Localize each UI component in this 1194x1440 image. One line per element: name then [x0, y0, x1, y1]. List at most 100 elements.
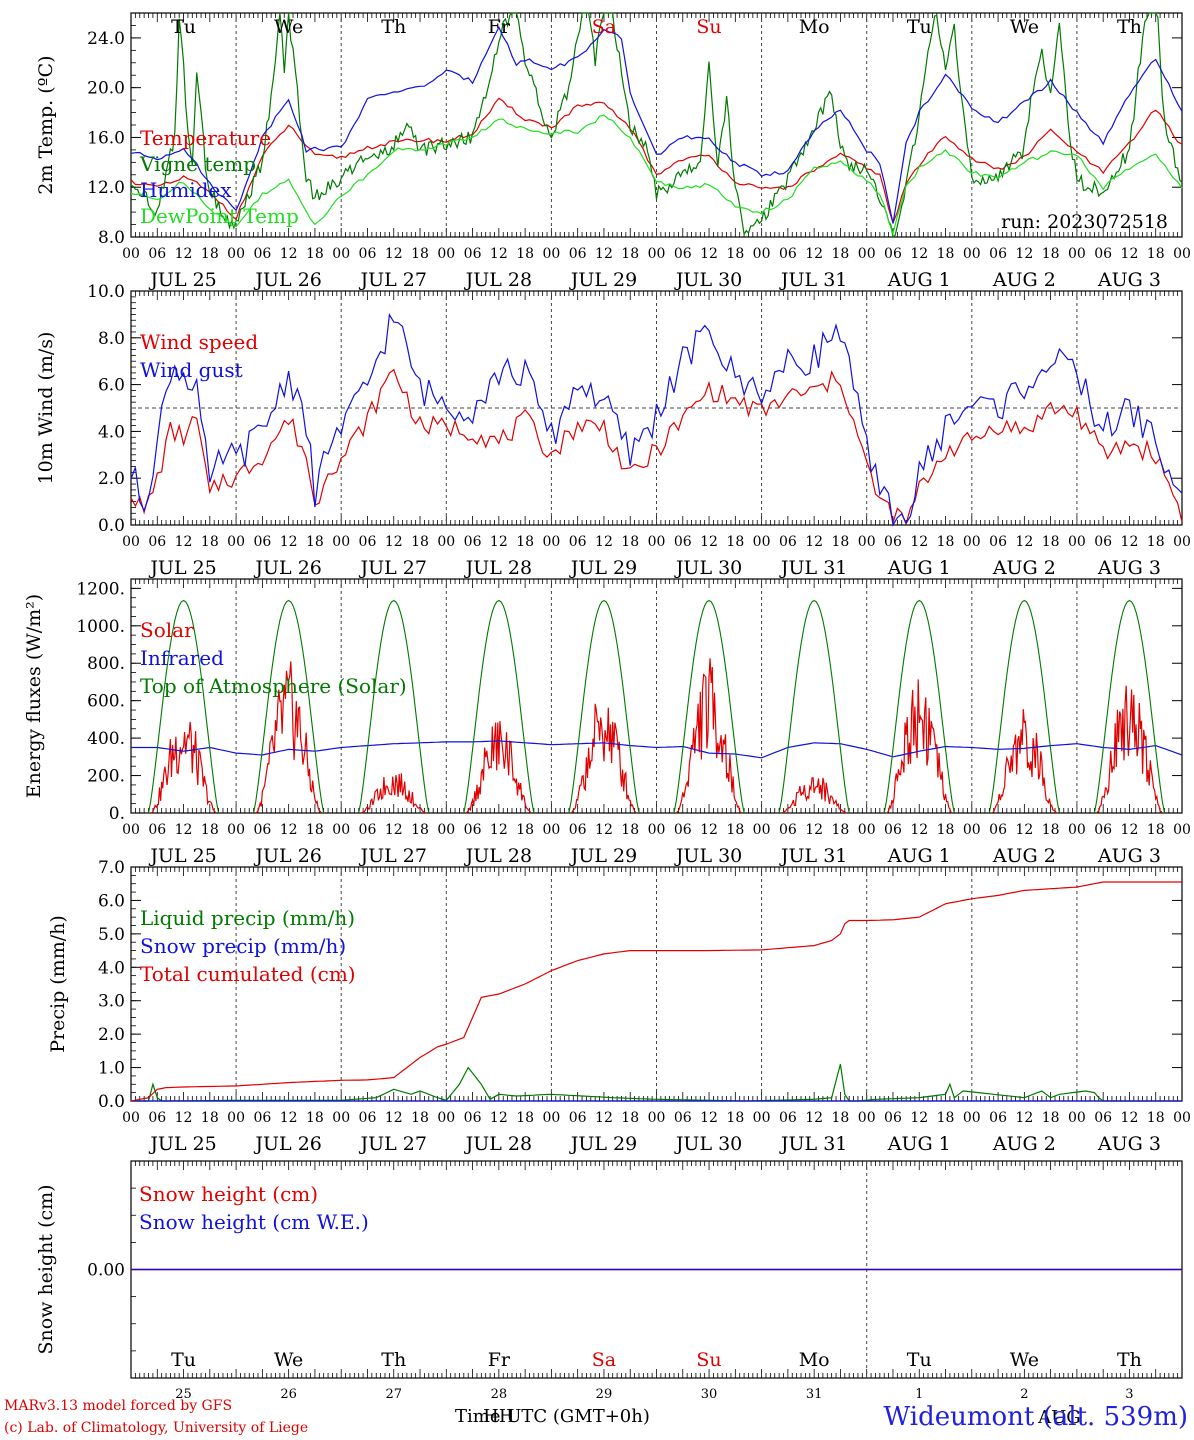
legend-entry: Wind speed	[140, 330, 258, 354]
weekday-label: Th	[1117, 1349, 1142, 1371]
panel-2	[130, 578, 1183, 814]
hour-tick-label: 00	[437, 822, 455, 838]
hour-tick-label: 00	[437, 1110, 455, 1126]
hour-tick-label: 12	[805, 534, 823, 550]
series-top-of-atmosphere-solar-	[568, 599, 640, 814]
date-label: JUL 28	[464, 845, 532, 867]
hour-tick-label: 00	[1068, 1110, 1086, 1126]
y-axis-label: Energy fluxes (W/m²)	[23, 594, 45, 798]
hour-tick-label: 00	[858, 822, 876, 838]
hour-tick-label: 00	[1173, 246, 1191, 262]
hour-tick-label: 06	[989, 534, 1007, 550]
y-tick-label: 8.0	[98, 329, 125, 349]
hour-tick-label: 18	[832, 1110, 850, 1126]
date-label: JUL 26	[253, 845, 321, 867]
series-top-of-atmosphere-solar-	[1093, 599, 1166, 814]
hour-tick-label: 00	[227, 246, 245, 262]
weekday-label: Tu	[171, 1349, 196, 1371]
day-number-label: 3	[1125, 1387, 1133, 1402]
hour-tick-label: 18	[726, 1110, 744, 1126]
date-label: JUL 26	[253, 269, 321, 291]
hour-tick-label: 12	[1015, 822, 1033, 838]
hour-tick-label: 18	[516, 246, 534, 262]
hour-tick-label: 06	[884, 246, 902, 262]
date-label: AUG 2	[992, 845, 1056, 867]
hour-tick-label: 06	[148, 534, 166, 550]
hour-tick-label: 12	[280, 246, 298, 262]
hour-tick-label: 18	[411, 534, 429, 550]
hour-tick-label: 00	[332, 822, 350, 838]
hour-tick-label: 00	[332, 534, 350, 550]
series-temperature	[130, 97, 1183, 225]
legend-entry: Snow height (cm W.E.)	[139, 1210, 369, 1234]
date-label: JUL 25	[148, 845, 216, 867]
hour-tick-label: 00	[332, 246, 350, 262]
hour-tick-label: 06	[253, 1110, 271, 1126]
hour-tick-label: 18	[201, 1110, 219, 1126]
hour-tick-label: 18	[1147, 1110, 1165, 1126]
series-solar	[150, 721, 217, 814]
hour-tick-label: 06	[253, 246, 271, 262]
hour-tick-label: 12	[280, 1110, 298, 1126]
panel-3	[130, 866, 1183, 1102]
hour-tick-label: 18	[1042, 1110, 1060, 1126]
y-tick-label: 400.	[87, 729, 125, 749]
hour-tick-label: 12	[1121, 822, 1139, 838]
hour-tick-label: 12	[1015, 246, 1033, 262]
hour-tick-label: 00	[963, 1110, 981, 1126]
hour-tick-label: 18	[201, 246, 219, 262]
date-label: AUG 1	[887, 269, 951, 291]
hour-tick-label: 00	[227, 822, 245, 838]
series-top-of-atmosphere-solar-	[147, 599, 220, 814]
y-tick-label: 4.0	[98, 422, 125, 442]
hour-tick-label: 18	[1042, 822, 1060, 838]
weekday-label: Tu	[171, 16, 196, 38]
series-wind-speed	[130, 368, 1183, 526]
series-solar	[1096, 685, 1163, 814]
hour-tick-label: 12	[910, 1110, 928, 1126]
hour-tick-label: 18	[306, 822, 324, 838]
y-tick-label: 2.0	[98, 469, 125, 489]
hour-tick-label: 12	[805, 1110, 823, 1126]
station-name: Wideumont (alt. 539m)	[883, 1402, 1188, 1432]
hour-tick-label: 00	[227, 1110, 245, 1126]
hour-tick-label: 06	[1094, 534, 1112, 550]
date-label: AUG 3	[1097, 269, 1161, 291]
weekday-label: Tu	[907, 16, 932, 38]
day-number-label: 27	[385, 1387, 402, 1402]
legend-entry: Humidex	[140, 178, 232, 202]
hour-tick-label: 18	[937, 246, 955, 262]
hour-tick-label: 00	[1068, 534, 1086, 550]
hour-tick-label: 18	[726, 246, 744, 262]
hour-tick-label: 06	[674, 1110, 692, 1126]
panel-1	[130, 290, 1183, 526]
weekday-label: Tu	[907, 1349, 932, 1371]
hour-tick-label: 00	[1173, 534, 1191, 550]
date-label: JUL 31	[779, 1133, 847, 1155]
hour-tick-label: 00	[122, 822, 140, 838]
y-axis-label: 2m Temp. (ºC)	[35, 55, 57, 194]
model-credit: MARv3.13 model forced by GFS	[4, 1398, 233, 1414]
series-top-of-atmosphere-solar-	[778, 599, 850, 814]
hh-label: HH	[483, 1406, 514, 1427]
hour-tick-label: 06	[989, 246, 1007, 262]
y-tick-label: 10.0	[87, 282, 125, 302]
date-label: AUG 3	[1097, 1133, 1161, 1155]
hour-tick-label: 18	[1147, 822, 1165, 838]
hour-tick-label: 06	[884, 534, 902, 550]
hour-tick-label: 18	[621, 822, 639, 838]
date-label: JUL 31	[779, 557, 847, 579]
y-tick-label: 5.0	[98, 925, 125, 945]
legend-entry: Solar	[140, 618, 194, 642]
hour-tick-label: 00	[542, 246, 560, 262]
y-tick-label: 0.0	[98, 516, 125, 536]
hour-tick-label: 06	[464, 822, 482, 838]
y-tick-label: 1200.	[76, 579, 125, 599]
weekday-label: We	[1010, 16, 1039, 38]
series-total-cumulated-cm-	[130, 881, 1182, 1102]
date-label: JUL 27	[359, 269, 427, 291]
hour-tick-label: 06	[779, 246, 797, 262]
hour-tick-label: 12	[595, 1110, 613, 1126]
hour-tick-label: 12	[175, 246, 193, 262]
